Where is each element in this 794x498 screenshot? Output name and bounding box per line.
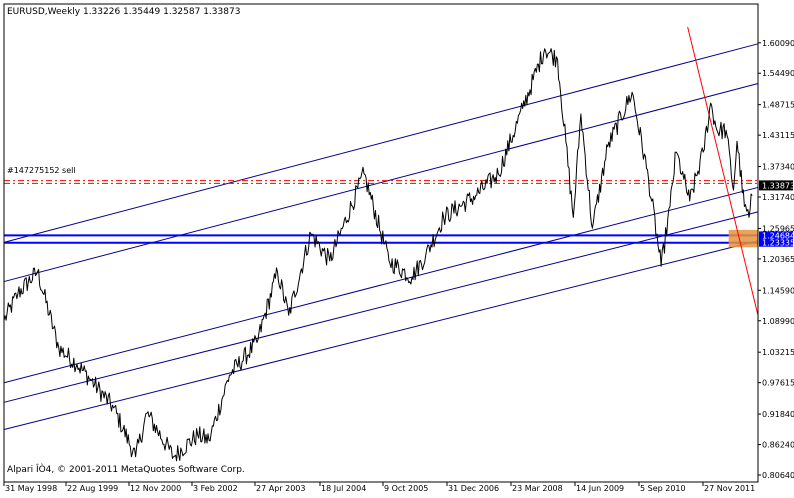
- chart-header: EURUSD,Weekly 1.33226 1.35449 1.32587 1.…: [7, 7, 240, 17]
- trend-line-group: [687, 26, 759, 316]
- x-tick-label-7: 9 Oct 2005: [384, 484, 428, 493]
- y-tick-label-14: 0.86240: [762, 441, 794, 450]
- y-tick-label-11: 1.03215: [762, 348, 794, 357]
- highlight-zone-group: [728, 229, 758, 248]
- level-tag-label-1: 1.24684: [762, 231, 794, 240]
- x-tick-label-1: 31 May 1998: [5, 484, 57, 493]
- y-tick-label-9: 1.14590: [762, 286, 794, 295]
- y-tick-label-8: 1.20365: [762, 255, 794, 264]
- y-tick-label-13: 0.91840: [762, 410, 794, 419]
- x-tick-label-12: 27 Nov 2011: [704, 484, 755, 493]
- x-tick-label-2: 22 Aug 1999: [67, 484, 118, 493]
- channel-line-5: [3, 240, 759, 431]
- x-tick-labels: 31 May 1998 22 Aug 1999 12 Nov 2000 3 Feb 2…: [3, 482, 755, 493]
- x-tick-label-10: 14 Jun 2009: [576, 484, 624, 493]
- y-tick-label-7: 1.25965: [762, 224, 794, 233]
- order-label: #147275152 sell: [7, 166, 76, 175]
- y-tick-label-3: 1.48715: [762, 101, 794, 110]
- price-series-group: [3, 48, 753, 462]
- level-tag-box-2: [759, 238, 793, 247]
- y-tick-label-4: 1.43115: [762, 131, 794, 140]
- x-tick-label-6: 18 Jul 2004: [321, 484, 366, 493]
- axes: [3, 3, 759, 483]
- plot-frame: [3, 3, 759, 483]
- x-tick-label-8: 31 Dec 2006: [448, 484, 499, 493]
- y-tick-label-15: 0.80640: [762, 471, 794, 480]
- copyright-footer: Alpari ÎÒ4, © 2001-2011 MetaQuotes Softw…: [7, 463, 245, 475]
- y-tick-labels: 1.60090 1.54490 1.48715 1.43115 1.37340 1.317…: [758, 39, 794, 480]
- current-price-tag-box: [759, 180, 793, 191]
- channel-lines: [3, 43, 759, 431]
- channel-line-1: [3, 43, 759, 243]
- price-series-line: [3, 48, 753, 462]
- trend-line: [687, 26, 759, 316]
- highlight-zone: [728, 229, 758, 248]
- y-tick-label-10: 1.08990: [762, 317, 794, 326]
- y-tick-label-1: 1.60090: [762, 39, 794, 48]
- level-tag-label-2: 1.23335: [762, 239, 794, 248]
- current-price-tag-label: 1.33873: [762, 181, 794, 190]
- y-tick-label-2: 1.54490: [762, 69, 794, 78]
- y-tick-label-12: 0.97615: [762, 379, 794, 388]
- channel-line-2: [3, 83, 759, 283]
- x-tick-label-9: 23 Mar 2008: [512, 484, 563, 493]
- x-tick-label-11: 5 Sep 2010: [640, 484, 686, 493]
- x-tick-label-4: 3 Feb 2002: [193, 484, 238, 493]
- x-tick-label-5: 27 Apr 2003: [256, 484, 305, 493]
- channel-line-3: [3, 186, 759, 384]
- x-tick-label-3: 12 Nov 2000: [130, 484, 181, 493]
- y-tick-label-6: 1.31740: [762, 193, 794, 202]
- level-tag-box-1: [759, 231, 793, 240]
- y-tick-label-5: 1.37340: [762, 163, 794, 172]
